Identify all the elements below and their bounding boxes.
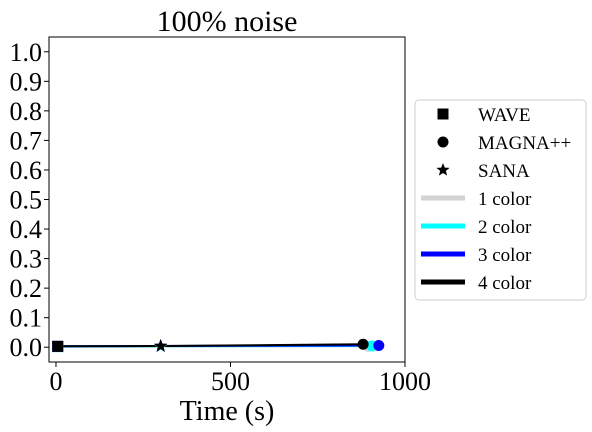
- x-axis-label: Time (s): [180, 396, 275, 427]
- data-point-wave-marker: [52, 340, 64, 352]
- legend-star-marker: [436, 163, 450, 176]
- legend-label: SANA: [478, 161, 530, 182]
- chart-title: 100% noise: [157, 5, 298, 38]
- data-point-sana-marker: [154, 339, 168, 352]
- legend-box: [414, 99, 587, 301]
- legend-label: 1 color: [478, 189, 532, 210]
- legend: WAVE MAGNA++ SANA 1 color 2 color 3 color 4 co…: [414, 99, 587, 301]
- y-tick-label: 0.3: [10, 245, 43, 274]
- plot-frame: [48, 36, 406, 363]
- y-tick-label: 1.0: [10, 38, 43, 67]
- y-tick-label: 0.9: [10, 67, 43, 96]
- legend-label: MAGNA++: [478, 133, 571, 154]
- y-tick-label: 0.6: [10, 156, 43, 185]
- y-tick-label: 0.8: [10, 97, 43, 126]
- data-point-magna-marker: [373, 339, 385, 351]
- x-tick-label: 500: [211, 367, 250, 396]
- x-tick-label: 1000: [379, 367, 431, 396]
- legend-label: WAVE: [478, 105, 530, 126]
- x-tick-label: 0: [49, 367, 62, 396]
- y-tick-label: 0.1: [10, 304, 43, 333]
- y-tick-label: 0.0: [10, 333, 43, 362]
- y-tick-label: 0.2: [10, 274, 43, 303]
- plot-area: 0.00.10.20.30.40.50.60.70.80.91.0 0 500 100…: [10, 36, 431, 396]
- y-tick-label: 0.4: [10, 215, 43, 244]
- legend-circle-marker: [437, 136, 449, 148]
- legend-square-marker: [437, 108, 449, 120]
- y-tick-label: 0.5: [10, 186, 43, 215]
- legend-label: 4 color: [478, 273, 532, 294]
- legend-label: 2 color: [478, 217, 532, 238]
- data-point-magna-marker: [357, 338, 369, 350]
- legend-label: 3 color: [478, 245, 532, 266]
- y-tick-label: 0.7: [10, 126, 43, 155]
